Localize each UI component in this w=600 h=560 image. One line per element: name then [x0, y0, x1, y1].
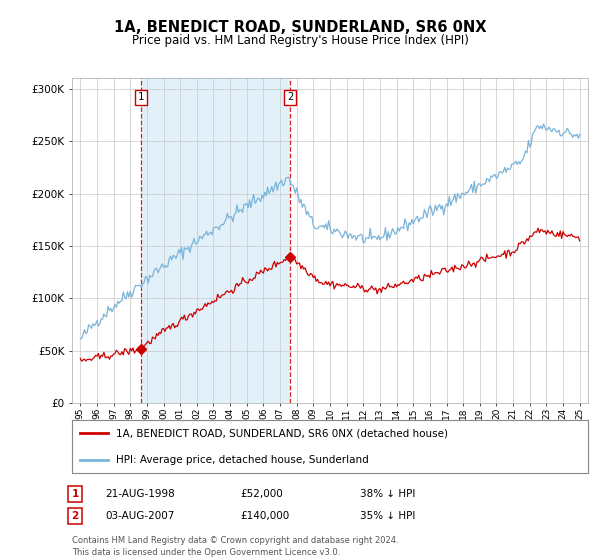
Text: HPI: Average price, detached house, Sunderland: HPI: Average price, detached house, Sund…	[116, 455, 368, 465]
Text: £140,000: £140,000	[240, 511, 289, 521]
Text: Contains HM Land Registry data © Crown copyright and database right 2024.
This d: Contains HM Land Registry data © Crown c…	[72, 536, 398, 557]
Bar	[141, 78, 290, 403]
Text: 2: 2	[287, 92, 293, 102]
Text: 38% ↓ HPI: 38% ↓ HPI	[360, 489, 415, 499]
Text: 1: 1	[138, 92, 144, 102]
Text: 35% ↓ HPI: 35% ↓ HPI	[360, 511, 415, 521]
Text: Price paid vs. HM Land Registry's House Price Index (HPI): Price paid vs. HM Land Registry's House …	[131, 34, 469, 46]
Text: 2: 2	[71, 511, 79, 521]
Text: 1A, BENEDICT ROAD, SUNDERLAND, SR6 0NX: 1A, BENEDICT ROAD, SUNDERLAND, SR6 0NX	[114, 20, 486, 35]
Text: 1A, BENEDICT ROAD, SUNDERLAND, SR6 0NX (detached house): 1A, BENEDICT ROAD, SUNDERLAND, SR6 0NX (…	[116, 428, 448, 438]
Text: £52,000: £52,000	[240, 489, 283, 499]
Text: 21-AUG-1998: 21-AUG-1998	[105, 489, 175, 499]
Text: 03-AUG-2007: 03-AUG-2007	[105, 511, 175, 521]
Text: 1: 1	[71, 489, 79, 499]
